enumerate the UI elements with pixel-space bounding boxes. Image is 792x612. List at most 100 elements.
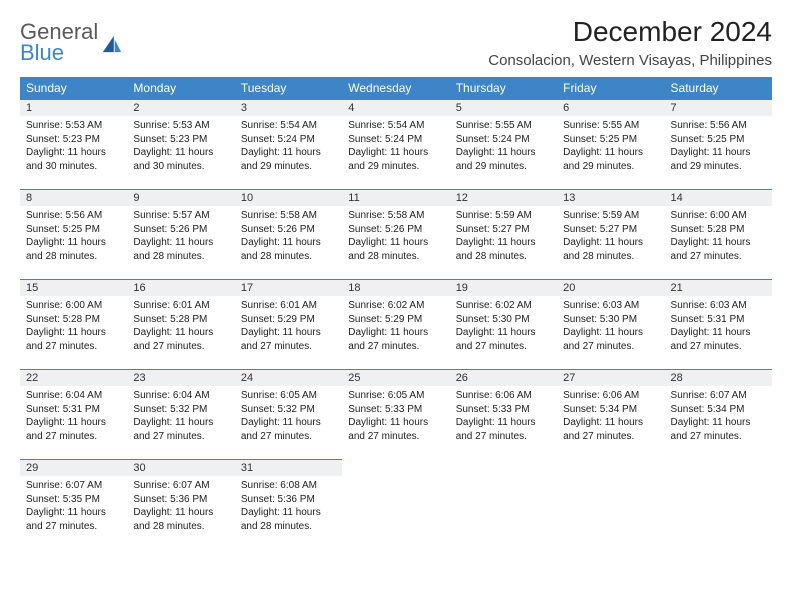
daylight-text-2: and 29 minutes. — [241, 160, 336, 174]
day-details: Sunrise: 6:05 AMSunset: 5:33 PMDaylight:… — [342, 386, 449, 449]
day-number: 20 — [557, 280, 664, 296]
calendar-day-cell: 5Sunrise: 5:55 AMSunset: 5:24 PMDaylight… — [450, 100, 557, 190]
calendar-day-cell — [450, 460, 557, 550]
sunrise-text: Sunrise: 6:08 AM — [241, 479, 336, 493]
daylight-text-1: Daylight: 11 hours — [456, 236, 551, 250]
daylight-text-1: Daylight: 11 hours — [26, 506, 121, 520]
calendar-body: 1Sunrise: 5:53 AMSunset: 5:23 PMDaylight… — [20, 100, 772, 550]
day-details: Sunrise: 6:02 AMSunset: 5:29 PMDaylight:… — [342, 296, 449, 359]
day-number: 2 — [127, 100, 234, 116]
logo: General Blue — [20, 16, 123, 64]
day-details: Sunrise: 6:03 AMSunset: 5:30 PMDaylight:… — [557, 296, 664, 359]
calendar-day-cell: 24Sunrise: 6:05 AMSunset: 5:32 PMDayligh… — [235, 370, 342, 460]
daylight-text-2: and 27 minutes. — [348, 430, 443, 444]
day-number: 22 — [20, 370, 127, 386]
location-subtitle: Consolacion, Western Visayas, Philippine… — [488, 52, 772, 69]
day-details: Sunrise: 5:56 AMSunset: 5:25 PMDaylight:… — [20, 206, 127, 269]
daylight-text-2: and 27 minutes. — [26, 340, 121, 354]
day-number: 9 — [127, 190, 234, 206]
day-number: 12 — [450, 190, 557, 206]
day-number: 17 — [235, 280, 342, 296]
sunrise-text: Sunrise: 6:01 AM — [241, 299, 336, 313]
weekday-header: Friday — [557, 77, 664, 100]
sunset-text: Sunset: 5:29 PM — [348, 313, 443, 327]
sunset-text: Sunset: 5:23 PM — [26, 133, 121, 147]
calendar-week-row: 29Sunrise: 6:07 AMSunset: 5:35 PMDayligh… — [20, 460, 772, 550]
sunrise-text: Sunrise: 5:53 AM — [26, 119, 121, 133]
calendar-week-row: 1Sunrise: 5:53 AMSunset: 5:23 PMDaylight… — [20, 100, 772, 190]
daylight-text-2: and 27 minutes. — [671, 430, 766, 444]
sunrise-text: Sunrise: 5:55 AM — [456, 119, 551, 133]
sunrise-text: Sunrise: 5:56 AM — [671, 119, 766, 133]
calendar-day-cell: 26Sunrise: 6:06 AMSunset: 5:33 PMDayligh… — [450, 370, 557, 460]
daylight-text-1: Daylight: 11 hours — [26, 146, 121, 160]
sunrise-text: Sunrise: 6:07 AM — [671, 389, 766, 403]
day-details: Sunrise: 6:07 AMSunset: 5:35 PMDaylight:… — [20, 476, 127, 539]
day-number: 19 — [450, 280, 557, 296]
daylight-text-2: and 28 minutes. — [241, 520, 336, 534]
daylight-text-1: Daylight: 11 hours — [563, 326, 658, 340]
calendar-day-cell: 3Sunrise: 5:54 AMSunset: 5:24 PMDaylight… — [235, 100, 342, 190]
sunset-text: Sunset: 5:24 PM — [348, 133, 443, 147]
sunset-text: Sunset: 5:29 PM — [241, 313, 336, 327]
logo-text: General Blue — [20, 22, 98, 64]
day-details: Sunrise: 6:00 AMSunset: 5:28 PMDaylight:… — [665, 206, 772, 269]
daylight-text-2: and 28 minutes. — [563, 250, 658, 264]
day-details: Sunrise: 5:54 AMSunset: 5:24 PMDaylight:… — [342, 116, 449, 179]
daylight-text-1: Daylight: 11 hours — [133, 326, 228, 340]
daylight-text-1: Daylight: 11 hours — [241, 416, 336, 430]
day-number: 31 — [235, 460, 342, 476]
calendar-day-cell — [557, 460, 664, 550]
logo-line2: Blue — [20, 43, 98, 64]
calendar-day-cell: 10Sunrise: 5:58 AMSunset: 5:26 PMDayligh… — [235, 190, 342, 280]
sunrise-text: Sunrise: 6:04 AM — [133, 389, 228, 403]
calendar-day-cell: 18Sunrise: 6:02 AMSunset: 5:29 PMDayligh… — [342, 280, 449, 370]
sunrise-text: Sunrise: 6:05 AM — [348, 389, 443, 403]
calendar-day-cell: 14Sunrise: 6:00 AMSunset: 5:28 PMDayligh… — [665, 190, 772, 280]
day-details: Sunrise: 5:53 AMSunset: 5:23 PMDaylight:… — [20, 116, 127, 179]
calendar-day-cell: 11Sunrise: 5:58 AMSunset: 5:26 PMDayligh… — [342, 190, 449, 280]
day-number: 1 — [20, 100, 127, 116]
calendar-table: SundayMondayTuesdayWednesdayThursdayFrid… — [20, 77, 772, 550]
day-details: Sunrise: 5:55 AMSunset: 5:24 PMDaylight:… — [450, 116, 557, 179]
day-number: 5 — [450, 100, 557, 116]
sunset-text: Sunset: 5:23 PM — [133, 133, 228, 147]
daylight-text-2: and 27 minutes. — [671, 250, 766, 264]
calendar-day-cell: 19Sunrise: 6:02 AMSunset: 5:30 PMDayligh… — [450, 280, 557, 370]
calendar-day-cell: 29Sunrise: 6:07 AMSunset: 5:35 PMDayligh… — [20, 460, 127, 550]
sunset-text: Sunset: 5:26 PM — [133, 223, 228, 237]
weekday-header: Sunday — [20, 77, 127, 100]
calendar-day-cell: 15Sunrise: 6:00 AMSunset: 5:28 PMDayligh… — [20, 280, 127, 370]
weekday-header: Tuesday — [235, 77, 342, 100]
daylight-text-1: Daylight: 11 hours — [456, 146, 551, 160]
daylight-text-1: Daylight: 11 hours — [348, 236, 443, 250]
calendar-week-row: 8Sunrise: 5:56 AMSunset: 5:25 PMDaylight… — [20, 190, 772, 280]
sunrise-text: Sunrise: 5:55 AM — [563, 119, 658, 133]
sunrise-text: Sunrise: 5:54 AM — [348, 119, 443, 133]
sunset-text: Sunset: 5:36 PM — [133, 493, 228, 507]
sunset-text: Sunset: 5:32 PM — [133, 403, 228, 417]
sunrise-text: Sunrise: 6:02 AM — [456, 299, 551, 313]
daylight-text-1: Daylight: 11 hours — [241, 326, 336, 340]
daylight-text-2: and 28 minutes. — [456, 250, 551, 264]
calendar-day-cell: 20Sunrise: 6:03 AMSunset: 5:30 PMDayligh… — [557, 280, 664, 370]
day-details: Sunrise: 5:53 AMSunset: 5:23 PMDaylight:… — [127, 116, 234, 179]
calendar-day-cell: 21Sunrise: 6:03 AMSunset: 5:31 PMDayligh… — [665, 280, 772, 370]
day-number: 11 — [342, 190, 449, 206]
sunset-text: Sunset: 5:24 PM — [456, 133, 551, 147]
sunset-text: Sunset: 5:25 PM — [671, 133, 766, 147]
day-number: 21 — [665, 280, 772, 296]
day-details: Sunrise: 6:08 AMSunset: 5:36 PMDaylight:… — [235, 476, 342, 539]
calendar-page: General Blue December 2024 Consolacion, … — [0, 0, 792, 566]
daylight-text-2: and 29 minutes. — [456, 160, 551, 174]
month-title: December 2024 — [488, 16, 772, 48]
day-details: Sunrise: 5:58 AMSunset: 5:26 PMDaylight:… — [235, 206, 342, 269]
sunrise-text: Sunrise: 5:58 AM — [348, 209, 443, 223]
daylight-text-1: Daylight: 11 hours — [26, 416, 121, 430]
day-details: Sunrise: 6:07 AMSunset: 5:34 PMDaylight:… — [665, 386, 772, 449]
day-details: Sunrise: 6:02 AMSunset: 5:30 PMDaylight:… — [450, 296, 557, 359]
daylight-text-2: and 27 minutes. — [456, 430, 551, 444]
sunrise-text: Sunrise: 6:03 AM — [671, 299, 766, 313]
daylight-text-2: and 27 minutes. — [26, 430, 121, 444]
daylight-text-1: Daylight: 11 hours — [133, 416, 228, 430]
